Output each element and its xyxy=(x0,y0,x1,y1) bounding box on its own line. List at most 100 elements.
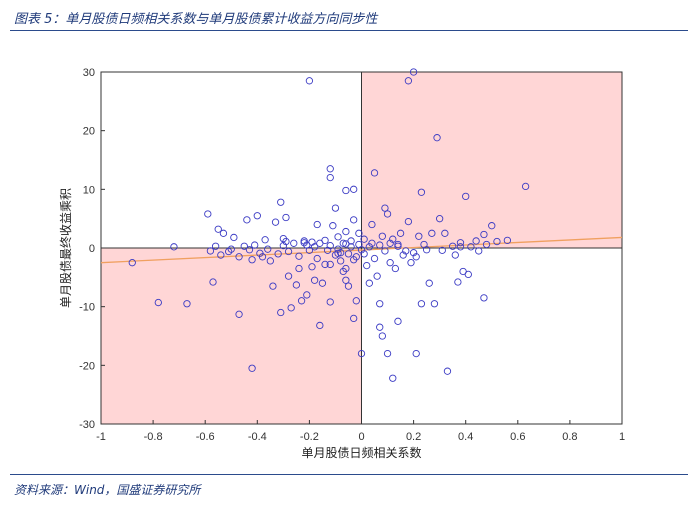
data-point xyxy=(295,264,303,273)
data-point xyxy=(417,188,426,196)
trend-line xyxy=(100,236,623,264)
figure-title: 图表 5：单月股债日频相关系数与单月股债累计收益方向同步性 xyxy=(14,12,378,27)
data-point xyxy=(342,240,350,248)
data-point xyxy=(370,254,379,263)
scatter-points xyxy=(128,68,530,382)
data-point xyxy=(316,321,324,330)
data-point xyxy=(472,237,480,245)
tick-labels: -1 -0.8 -0.6 -0.4 -0.2 0 0.2 0.4 0.6 0.8 1 -30 -20 -1… xyxy=(79,67,625,443)
data-point xyxy=(425,279,433,287)
data-point xyxy=(378,232,386,240)
data-point xyxy=(279,242,287,250)
data-point xyxy=(292,281,301,289)
data-point xyxy=(381,204,389,212)
data-point xyxy=(305,77,314,85)
y-tick-label: -10 xyxy=(79,302,95,314)
source-note: 资料来源：Wind，国盛证券研究所 xyxy=(14,483,201,497)
data-point xyxy=(277,308,285,317)
data-point xyxy=(428,229,436,237)
x-tick-label: 0.6 xyxy=(510,431,525,443)
data-point xyxy=(274,250,282,258)
data-point xyxy=(310,243,319,251)
data-point xyxy=(277,198,285,206)
data-point xyxy=(376,241,384,249)
data-point xyxy=(227,245,235,253)
data-point xyxy=(321,260,329,269)
data-point xyxy=(318,279,327,287)
data-point xyxy=(284,272,293,280)
data-point xyxy=(480,294,488,302)
data-point xyxy=(264,245,272,253)
x-tick-label: -0.8 xyxy=(144,431,163,443)
y-tick-label: 0 xyxy=(89,243,95,255)
data-point xyxy=(480,230,488,239)
data-point xyxy=(462,192,470,201)
axes xyxy=(100,71,623,425)
data-point xyxy=(360,235,368,243)
data-point xyxy=(404,77,413,85)
data-point xyxy=(394,317,402,325)
x-axis-label: 单月股债日频相关系数 xyxy=(301,445,421,460)
data-point xyxy=(433,134,441,142)
data-point xyxy=(266,257,274,265)
data-point xyxy=(313,254,321,263)
data-point xyxy=(235,310,243,318)
data-point xyxy=(334,233,342,241)
data-point xyxy=(365,279,373,287)
data-point xyxy=(464,270,472,279)
data-point xyxy=(329,222,337,230)
data-point xyxy=(396,229,405,237)
data-point xyxy=(422,246,431,254)
data-point xyxy=(357,246,366,254)
data-point xyxy=(331,204,340,212)
data-point xyxy=(352,253,360,261)
data-point xyxy=(248,256,256,264)
data-point xyxy=(394,242,402,250)
data-point xyxy=(339,239,347,247)
data-point xyxy=(337,249,345,257)
data-point xyxy=(287,304,295,312)
data-point xyxy=(240,242,248,250)
data-point xyxy=(350,314,358,323)
data-point xyxy=(488,222,496,230)
data-point xyxy=(368,239,376,247)
data-point xyxy=(383,210,392,218)
data-point xyxy=(217,251,225,259)
data-point xyxy=(342,276,350,284)
data-point xyxy=(269,282,277,290)
shaded-quadrants xyxy=(101,72,622,424)
title-rule xyxy=(10,30,688,31)
x-tick-label: 0.8 xyxy=(562,431,577,443)
data-point xyxy=(282,237,290,246)
x-tick-label: -0.2 xyxy=(300,431,319,443)
data-point xyxy=(386,259,394,267)
data-point xyxy=(503,236,512,245)
data-point xyxy=(360,250,368,258)
data-point xyxy=(326,298,334,306)
data-point xyxy=(456,239,465,247)
y-tick-label: 10 xyxy=(83,184,95,196)
x-tick-label: 0 xyxy=(358,431,364,443)
data-point xyxy=(300,239,308,247)
data-point xyxy=(305,246,314,254)
data-point xyxy=(297,297,306,305)
data-point xyxy=(282,213,290,222)
data-point xyxy=(253,212,261,220)
data-point xyxy=(404,217,413,226)
x-tick-label: -1 xyxy=(96,431,106,443)
data-point xyxy=(128,259,136,267)
data-point xyxy=(154,298,162,307)
data-point xyxy=(204,210,212,218)
data-point xyxy=(381,247,389,255)
data-point xyxy=(441,229,449,237)
data-point xyxy=(370,169,379,177)
data-point xyxy=(337,257,345,265)
data-point xyxy=(350,216,358,224)
data-point xyxy=(350,185,358,193)
data-point xyxy=(391,264,400,273)
data-point xyxy=(355,229,363,237)
data-point xyxy=(407,259,415,267)
data-point xyxy=(251,241,259,249)
data-point xyxy=(326,260,334,269)
